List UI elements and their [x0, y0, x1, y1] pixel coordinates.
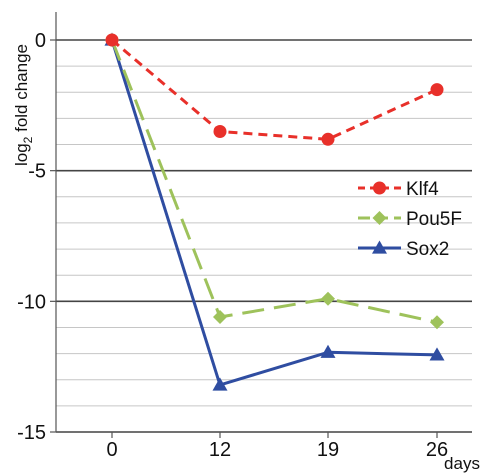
series-sox2	[104, 32, 445, 391]
data-point-sox2	[429, 347, 445, 361]
legend-marker-pou5f	[372, 211, 387, 225]
data-point-pou5f	[321, 291, 335, 306]
legend-label-klf4: Klf4	[406, 179, 439, 200]
y-tick-label: -15	[17, 422, 46, 444]
y-tick-labels: 0 -5 -10 -15	[17, 30, 46, 444]
x-tick-labels: 0 12 19 26	[106, 439, 448, 461]
legend-item-pou5f: Pou5F	[358, 209, 462, 230]
series-line-klf4	[111, 38, 438, 141]
legend-marker-sox2	[372, 240, 387, 254]
y-axis-label-subscript: 2	[21, 136, 35, 143]
series-klf4	[105, 33, 444, 146]
data-point-klf4	[321, 132, 335, 146]
legend-label-pou5f: Pou5F	[406, 209, 462, 230]
y-axis-label-prefix: log	[12, 143, 31, 166]
legend-label-sox2: Sox2	[406, 239, 449, 260]
legend: Klf4 Pou5F Sox2	[358, 179, 462, 260]
y-tick-label: 0	[35, 30, 46, 52]
legend-marker-klf4	[373, 181, 386, 195]
axes	[50, 12, 472, 438]
data-point-pou5f	[213, 310, 227, 325]
legend-item-sox2: Sox2	[358, 239, 449, 260]
data-point-klf4	[105, 33, 119, 47]
x-axis-label: days	[444, 454, 480, 473]
data-point-pou5f	[430, 315, 444, 330]
x-tick-label: 19	[317, 439, 339, 461]
data-point-sox2	[212, 377, 228, 391]
legend-item-klf4: Klf4	[358, 179, 439, 200]
x-tick-label: 0	[106, 439, 117, 461]
data-point-klf4	[213, 124, 227, 138]
y-axis-label: log2 fold change	[12, 44, 35, 166]
y-axis-label-suffix: fold change	[12, 44, 31, 137]
y-tick-label: -5	[28, 161, 46, 183]
x-tick-label: 12	[209, 439, 231, 461]
series	[104, 32, 445, 391]
series-line-sox2	[110, 39, 438, 387]
data-point-klf4	[430, 83, 444, 97]
x-tick-label: 26	[426, 439, 448, 461]
series-line-pou5f	[110, 39, 438, 324]
data-point-sox2	[320, 344, 336, 358]
y-tick-label: -10	[17, 291, 46, 313]
